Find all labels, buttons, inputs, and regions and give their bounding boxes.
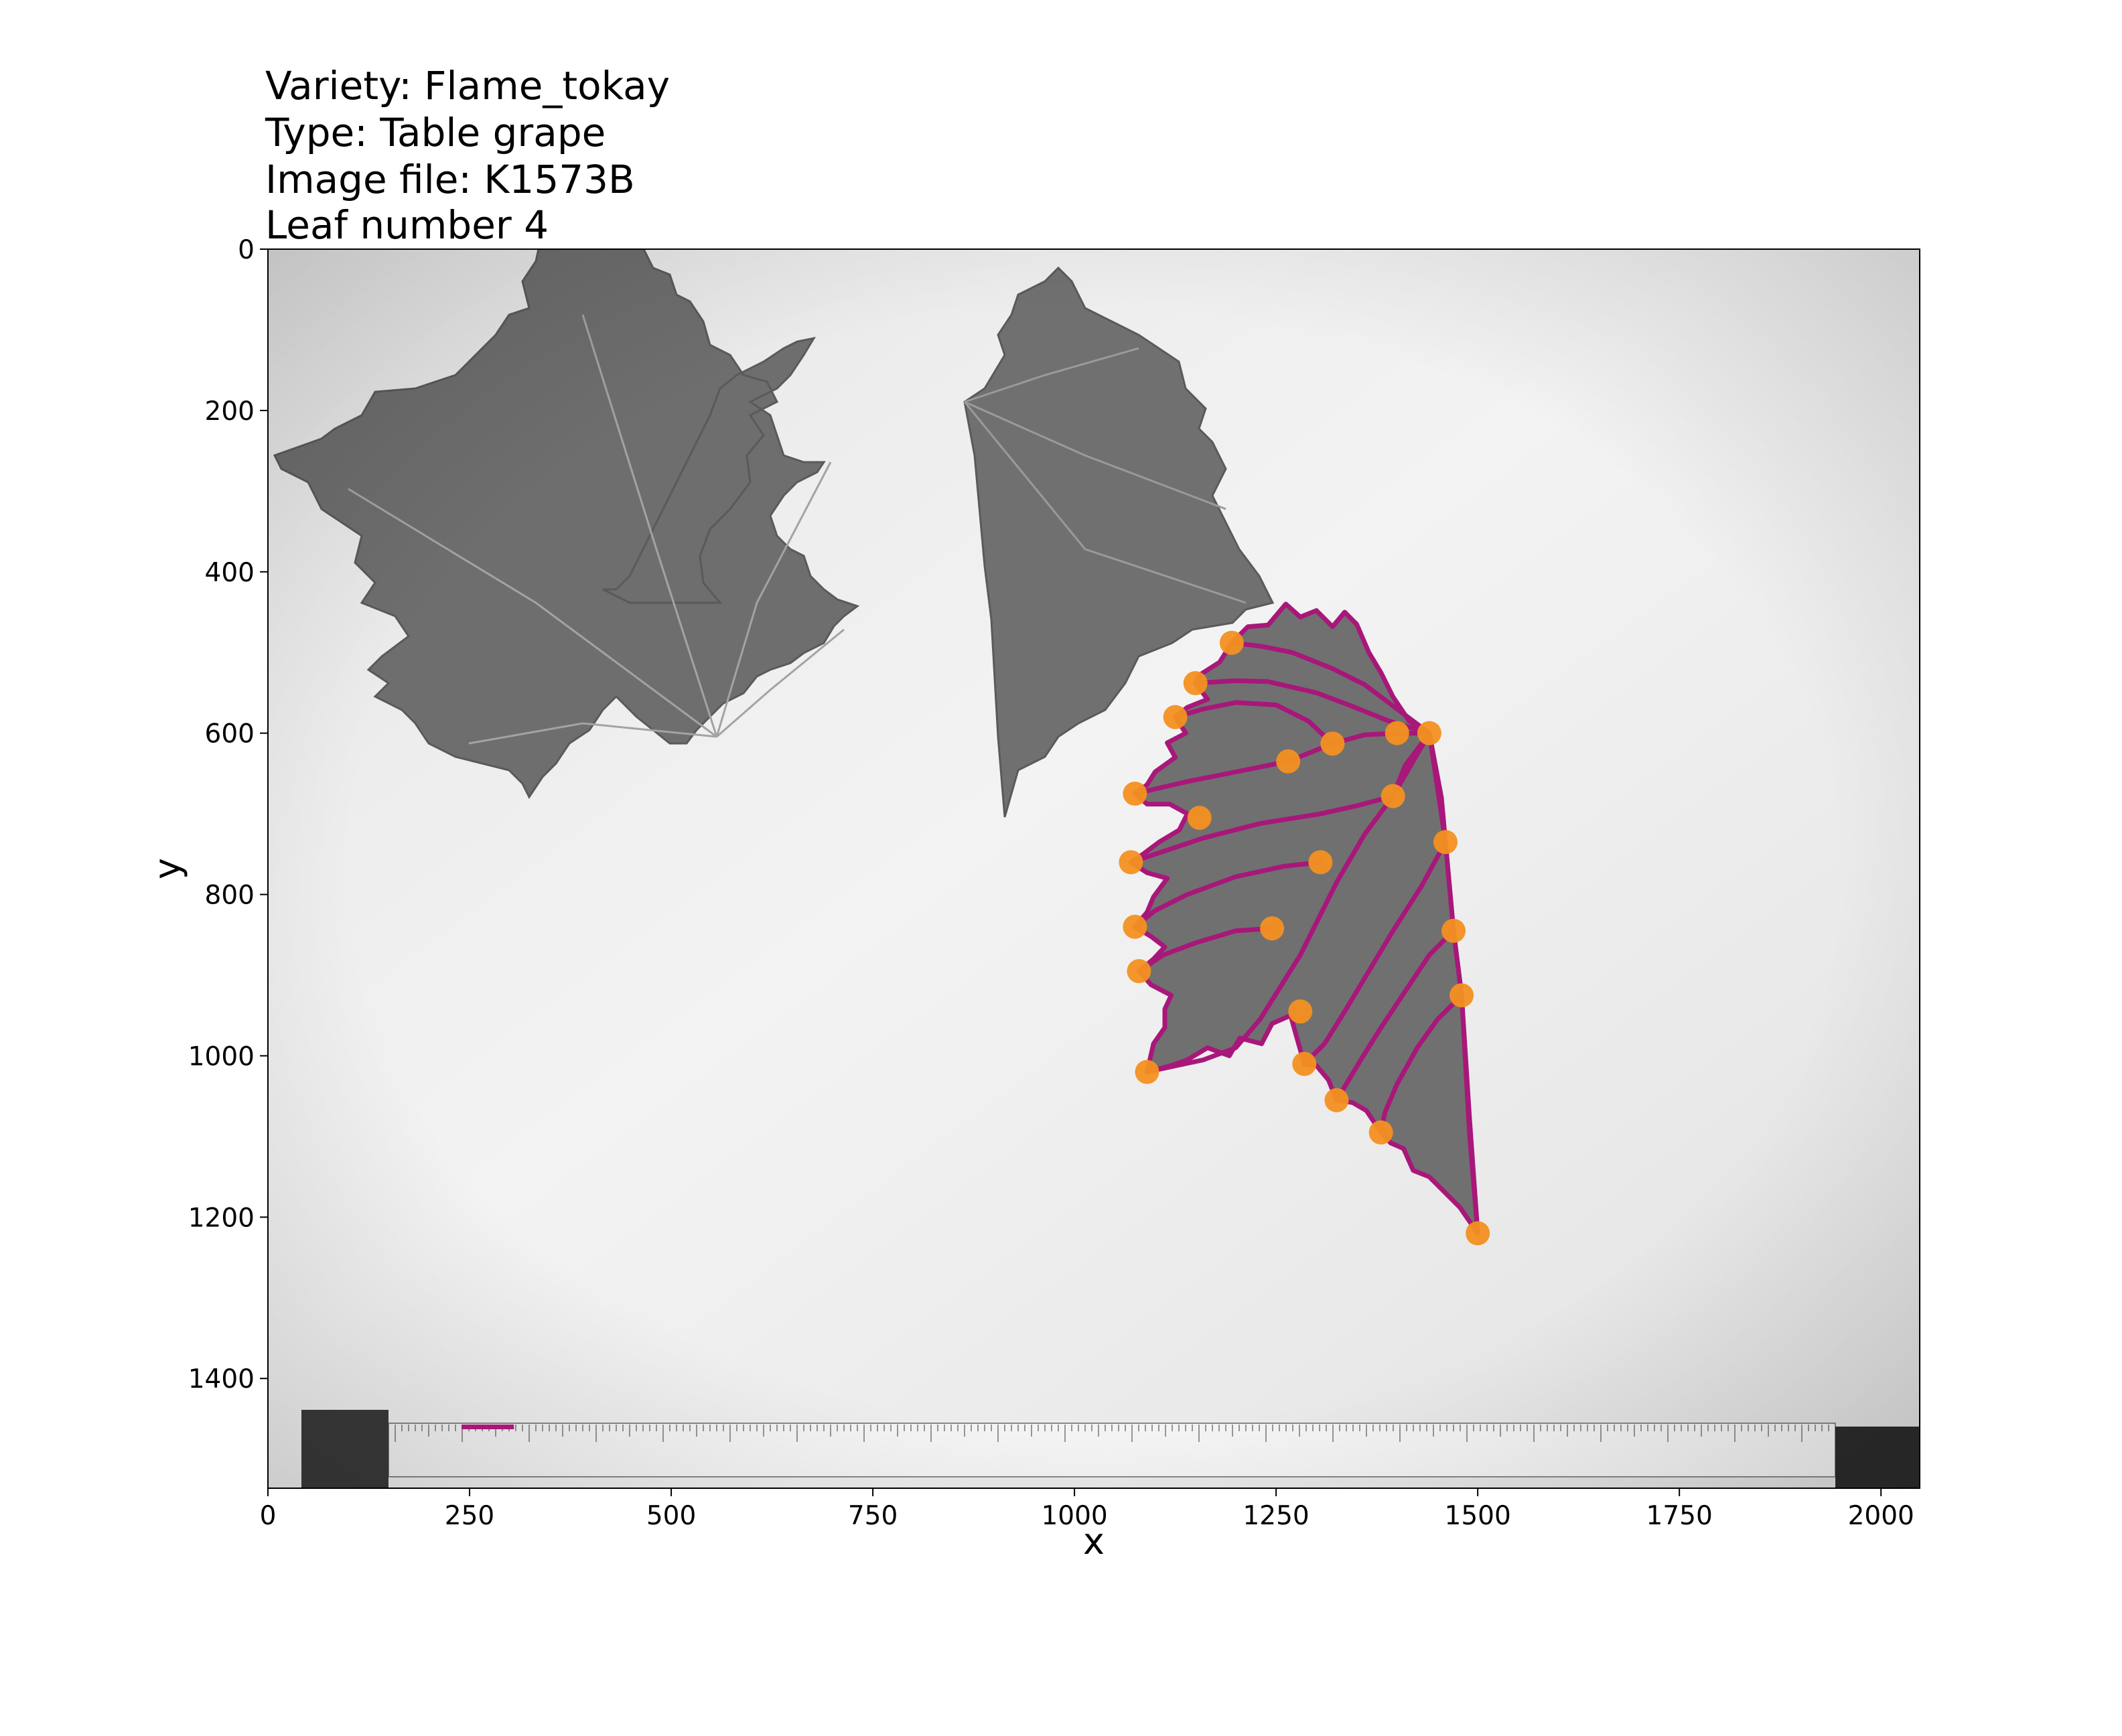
y-tick-label: 1400 xyxy=(188,1364,255,1394)
landmark-point-20 xyxy=(1288,999,1313,1024)
vein-10 xyxy=(1334,928,1456,1103)
y-tick-label: 0 xyxy=(238,235,255,265)
y-axis-ticks: 0 200 400 600 800 1000 1200 1400 xyxy=(188,235,268,1394)
y-axis-label: y xyxy=(146,858,188,879)
landmark-point-8 xyxy=(1127,958,1151,983)
vein-7 xyxy=(1132,859,1323,930)
x-tick-label: 1500 xyxy=(1445,1501,1511,1531)
x-tick-label: 1750 xyxy=(1646,1501,1713,1531)
vein-8 xyxy=(1136,926,1275,974)
x-tick-label: 250 xyxy=(445,1501,494,1531)
landmark-point-5 xyxy=(1123,781,1147,806)
landmark-point-11 xyxy=(1324,1088,1349,1112)
x-tick-label: 2000 xyxy=(1848,1501,1914,1531)
landmark-point-12 xyxy=(1368,1120,1393,1145)
landmark-point-21 xyxy=(1433,830,1458,855)
plot-area xyxy=(268,249,1920,1488)
landmark-point-23 xyxy=(1449,983,1474,1008)
x-axis-ticks: 0 250 500 750 1000 1250 1500 1750 2000 xyxy=(260,1488,1914,1531)
landmark-point-16 xyxy=(1187,806,1212,830)
y-tick-label: 200 xyxy=(205,396,255,427)
landmark-point-4 xyxy=(1163,705,1188,729)
landmark-point-19 xyxy=(1260,916,1285,941)
landmark-point-14 xyxy=(1320,731,1345,756)
vein-9 xyxy=(1301,839,1448,1066)
title-line-image-file: Image file: K1573B xyxy=(265,157,635,202)
x-tick-label: 1250 xyxy=(1243,1501,1309,1531)
landmark-point-0 xyxy=(1417,721,1441,745)
y-tick-label: 1200 xyxy=(188,1203,255,1233)
landmark-point-2 xyxy=(1219,630,1244,655)
landmark-point-6 xyxy=(1119,850,1143,875)
landmark-point-15 xyxy=(1276,749,1301,774)
landmark-point-10 xyxy=(1292,1052,1317,1076)
vein-4 xyxy=(1229,640,1432,736)
x-tick-label: 500 xyxy=(646,1501,696,1531)
landmark-point-13 xyxy=(1385,721,1409,745)
landmark-point-3 xyxy=(1183,670,1208,695)
vignette xyxy=(268,249,1920,1488)
title-line-variety: Variety: Flame_tokay xyxy=(265,63,670,108)
landmark-point-17 xyxy=(1381,784,1405,808)
y-tick-label: 600 xyxy=(205,719,255,749)
vein-6 xyxy=(1173,700,1335,746)
landmark-point-22 xyxy=(1441,918,1466,943)
x-tick-label: 0 xyxy=(260,1501,277,1531)
x-tick-label: 1000 xyxy=(1041,1501,1107,1531)
chart-title: Variety: Flame_tokay Type: Table grape I… xyxy=(265,63,670,248)
y-tick-label: 400 xyxy=(205,558,255,588)
title-line-type: Type: Table grape xyxy=(265,110,606,155)
title-line-leaf-number: Leaf number 4 xyxy=(265,202,549,248)
vein-5 xyxy=(1193,678,1432,736)
y-tick-label: 800 xyxy=(205,881,255,911)
axes-frame xyxy=(267,248,1920,1489)
landmark-layer xyxy=(1119,630,1490,1246)
vein-0 xyxy=(1427,731,1480,1236)
landmark-point-9 xyxy=(1135,1060,1159,1084)
landmark-point-18 xyxy=(1308,850,1333,875)
vein-11 xyxy=(1378,993,1464,1135)
x-axis-label: x xyxy=(1083,1520,1105,1563)
landmark-point-1 xyxy=(1466,1221,1490,1246)
landmark-point-7 xyxy=(1123,914,1147,939)
y-tick-label: 1000 xyxy=(188,1041,255,1072)
x-tick-label: 750 xyxy=(848,1501,898,1531)
